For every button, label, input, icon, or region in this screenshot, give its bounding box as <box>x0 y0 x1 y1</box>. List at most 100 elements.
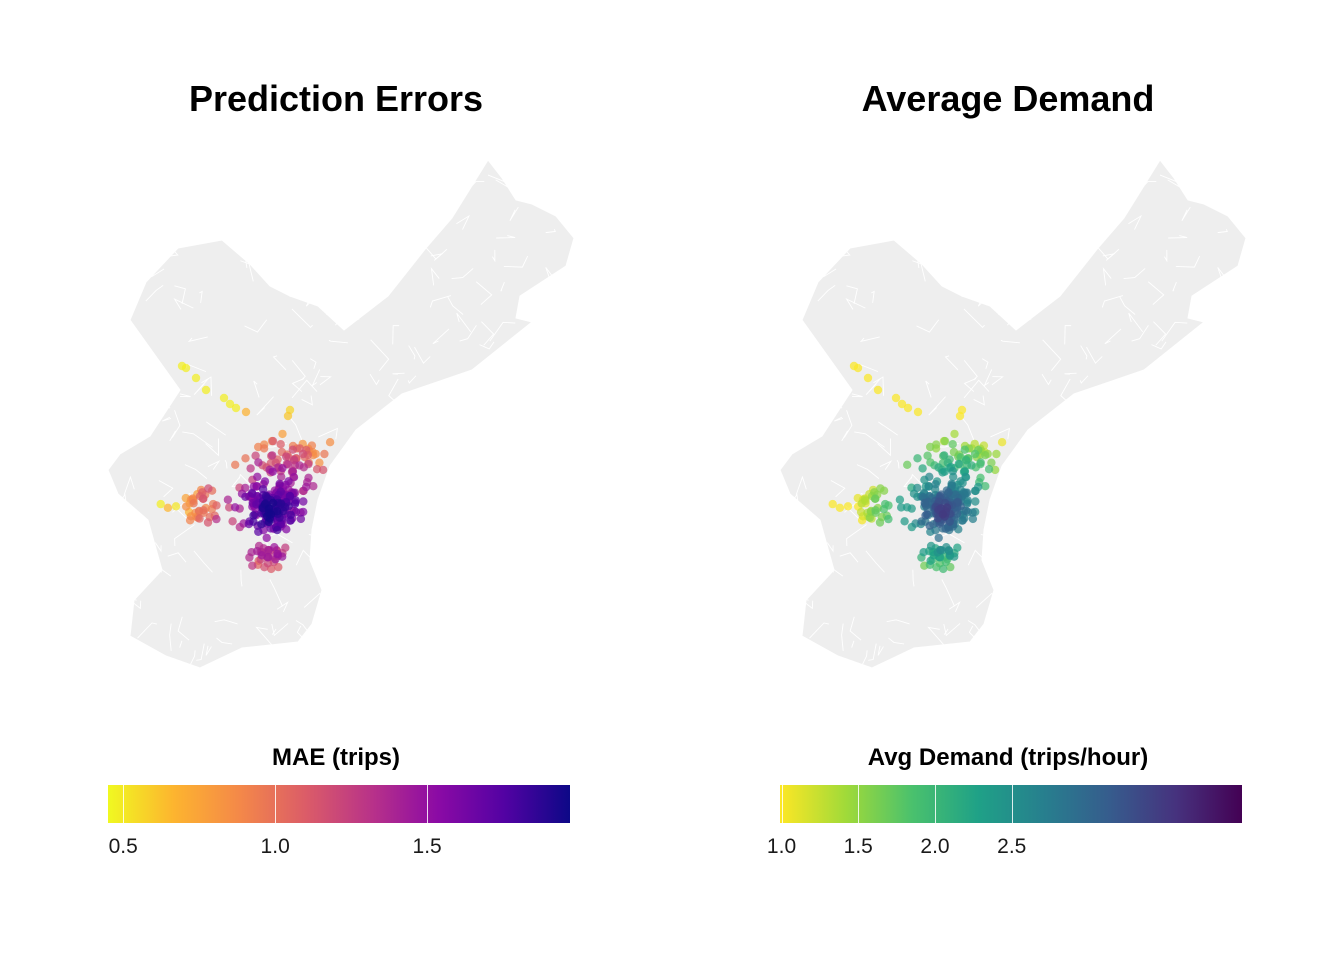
station-point <box>276 487 285 496</box>
station-point <box>203 518 213 527</box>
station-point <box>263 559 273 568</box>
station-point <box>199 494 208 503</box>
station-point <box>249 511 258 520</box>
station-point <box>230 503 240 512</box>
station-point <box>248 489 257 498</box>
station-point <box>219 393 229 403</box>
tick-mark <box>427 785 429 823</box>
station-point <box>296 514 306 524</box>
station-point <box>189 499 198 508</box>
legend-title: Avg Demand (trips/hour) <box>867 744 1149 771</box>
station-point <box>932 563 941 572</box>
station-point <box>277 472 286 482</box>
station-point <box>278 429 287 439</box>
station-point <box>976 459 985 469</box>
station-point <box>163 503 173 512</box>
station-point <box>938 468 947 477</box>
station-point <box>231 403 241 413</box>
station-point <box>923 451 932 460</box>
station-point <box>875 518 885 527</box>
station-point <box>863 373 873 383</box>
station-point <box>873 385 883 395</box>
tick-mark <box>1011 785 1013 823</box>
station-point <box>181 363 191 373</box>
station-point <box>286 510 295 519</box>
station-point <box>884 514 893 524</box>
station-point <box>248 561 257 570</box>
station-point <box>913 407 923 417</box>
station-point <box>881 499 890 509</box>
station-point <box>940 436 950 446</box>
station-point <box>953 543 962 552</box>
station-point <box>926 541 936 551</box>
panel-title: Average Demand <box>861 78 1155 119</box>
station-point <box>870 488 879 497</box>
station-point <box>903 460 912 469</box>
station-point <box>971 497 980 506</box>
station-point <box>302 482 311 492</box>
prediction-errors-panel: Prediction Errors MAE (trips) 0.5 1.0 1.5 <box>107 78 575 858</box>
station-point <box>828 499 837 509</box>
station-point <box>268 436 278 446</box>
station-point <box>950 429 959 439</box>
tick-mark <box>123 785 125 823</box>
station-point <box>201 385 211 395</box>
tick-mark <box>935 785 937 823</box>
station-point <box>278 464 287 473</box>
station-point <box>861 496 870 506</box>
station-point <box>900 517 909 526</box>
station-point <box>182 502 191 511</box>
station-point <box>958 516 967 525</box>
station-point <box>960 445 969 454</box>
station-point <box>954 459 963 469</box>
station-point <box>958 478 967 488</box>
station-point <box>295 461 304 470</box>
station-point <box>273 507 282 516</box>
station-point <box>926 442 935 452</box>
station-point <box>325 438 335 447</box>
station-point <box>299 507 308 517</box>
station-point <box>225 399 235 409</box>
station-point <box>309 482 318 491</box>
station-point <box>223 495 233 504</box>
station-point <box>871 506 880 515</box>
station-point <box>897 503 906 512</box>
station-point <box>835 503 845 512</box>
station-point <box>288 445 297 454</box>
station-point <box>249 517 258 526</box>
station-point <box>251 451 260 460</box>
station-point <box>949 472 958 482</box>
tick-label: 1.5 <box>843 835 873 858</box>
station-point <box>212 501 221 510</box>
station-point <box>967 461 976 470</box>
station-point <box>212 514 221 524</box>
station-point <box>241 407 251 417</box>
station-point <box>897 399 907 409</box>
station-point <box>318 465 328 475</box>
station-point <box>258 485 268 494</box>
station-point <box>156 499 165 509</box>
station-point <box>320 449 329 459</box>
station-point <box>948 440 957 449</box>
tick-label: 2.0 <box>920 835 950 858</box>
station-point <box>276 499 286 508</box>
station-point <box>981 482 990 491</box>
station-point <box>891 393 901 403</box>
station-point <box>225 503 234 512</box>
station-point <box>299 497 308 506</box>
station-point <box>987 458 996 467</box>
station-point <box>992 449 1001 459</box>
station-point <box>254 458 263 467</box>
station-point <box>254 527 263 536</box>
station-point <box>246 464 255 473</box>
tick-mark <box>275 785 277 823</box>
station-point <box>938 510 948 519</box>
tick-mark <box>781 785 783 823</box>
station-point <box>951 490 960 499</box>
station-point <box>856 507 866 517</box>
station-point <box>918 464 927 473</box>
station-point <box>283 411 293 421</box>
station-point <box>290 499 300 508</box>
station-point <box>204 484 213 493</box>
tick-label: 1.5 <box>412 835 442 858</box>
